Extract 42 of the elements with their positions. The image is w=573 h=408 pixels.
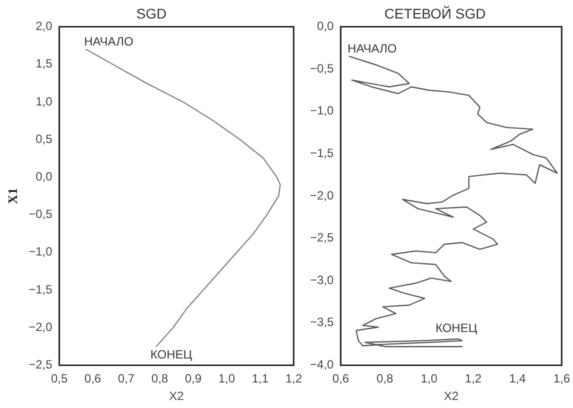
x-tick-label: 0,8 bbox=[151, 372, 168, 386]
y-tick-label: 0,0 bbox=[36, 170, 53, 184]
y-tick-label: −3,5 bbox=[310, 315, 334, 330]
y-tick-label: 0,5 bbox=[36, 132, 53, 146]
x-tick-label: 1,0 bbox=[420, 372, 438, 386]
x-tick-label: 1,0 bbox=[218, 372, 236, 386]
y-tick-label: −1,0 bbox=[310, 104, 334, 118]
y-tick-label: −1,0 bbox=[28, 244, 53, 259]
chart-title: СЕТЕВОЙ SGD bbox=[384, 5, 486, 22]
y-tick-label: −4,0 bbox=[310, 358, 334, 372]
y-tick-label: 1,5 bbox=[36, 56, 53, 71]
y-tick-label: −1,5 bbox=[310, 146, 334, 160]
annotation: КОНЕЦ bbox=[150, 348, 192, 362]
y-tick-label: −3,0 bbox=[310, 272, 334, 287]
y-tick-label: −0,5 bbox=[28, 207, 53, 222]
y-tick-label: 0,0 bbox=[317, 19, 334, 34]
y-tick-label: 2,0 bbox=[36, 19, 53, 34]
x-tick-label: 1,6 bbox=[553, 372, 570, 386]
annotation: НАЧАЛО bbox=[348, 42, 397, 56]
x-tick-label: 0,7 bbox=[118, 372, 135, 386]
y-tick-label: −2,0 bbox=[310, 188, 334, 202]
chart-title: SGD bbox=[136, 5, 167, 22]
y-tick-label: −2,5 bbox=[310, 230, 334, 245]
y-tick-label: −1,5 bbox=[28, 282, 53, 296]
x-tick-label: 0,6 bbox=[84, 372, 102, 386]
y-tick-label: −2,0 bbox=[28, 320, 53, 334]
x-tick-label: 0,5 bbox=[50, 372, 68, 386]
x-axis-title: X2 bbox=[444, 389, 459, 404]
x-tick-label: 0,8 bbox=[376, 372, 394, 386]
x-axis-title: X2 bbox=[169, 389, 184, 404]
y-axis-title: X1 bbox=[5, 188, 20, 204]
x-tick-label: 1,1 bbox=[252, 372, 269, 386]
x-tick-label: 1,2 bbox=[285, 372, 302, 386]
annotation: КОНЕЦ bbox=[435, 320, 478, 335]
y-tick-label: 1,0 bbox=[36, 94, 53, 108]
x-tick-label: 0,6 bbox=[332, 372, 350, 386]
y-tick-label: −0,5 bbox=[310, 61, 334, 76]
y-tick-label: −2,5 bbox=[28, 358, 53, 372]
x-tick-label: 1,4 bbox=[509, 372, 526, 386]
x-tick-label: 0,9 bbox=[184, 372, 202, 386]
annotation: НАЧАЛО bbox=[84, 34, 134, 49]
x-tick-label: 1,2 bbox=[464, 372, 482, 386]
